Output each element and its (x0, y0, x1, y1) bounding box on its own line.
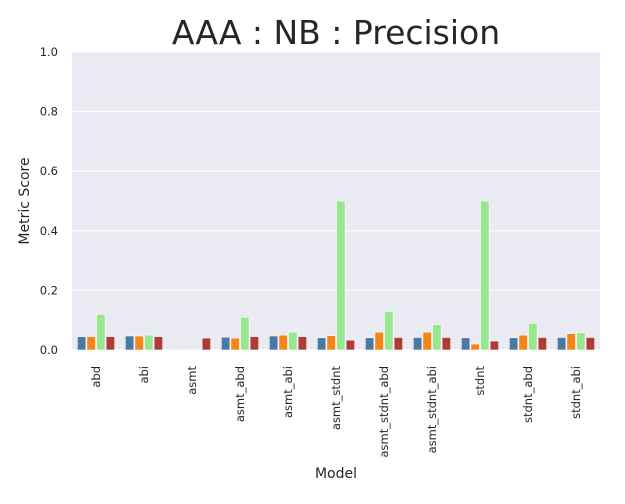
bar (480, 200, 490, 351)
bar (345, 339, 356, 351)
y-tick-labels: 0.0 0.2 0.4 0.6 0.8 1.0 (40, 45, 58, 357)
x-tick-label: abi (137, 366, 151, 384)
bar (134, 335, 144, 351)
x-tick-label: asmt_abi (281, 366, 295, 418)
y-tick-label: 0.6 (40, 164, 58, 178)
bar (336, 200, 346, 351)
bar (566, 333, 576, 351)
y-tick-label: 0.4 (40, 224, 58, 238)
bar (556, 337, 567, 351)
bar (230, 337, 240, 351)
x-tick-label: asmt_stdnt_abi (425, 366, 439, 453)
bar (86, 336, 96, 351)
bars (77, 200, 595, 351)
x-tick-label: asmt (185, 366, 199, 395)
x-tick-label: asmt_stdnt (329, 366, 343, 431)
x-tick-label: asmt_abd (233, 366, 247, 422)
bar (528, 322, 538, 351)
y-axis-label: Metric Score (17, 157, 33, 244)
bar (576, 332, 586, 351)
bar (412, 337, 423, 351)
y-tick-label: 0.0 (40, 343, 58, 357)
bar (240, 316, 250, 351)
x-tick-label: asmt_stdnt_abd (377, 366, 391, 458)
bar (316, 337, 327, 351)
bar (432, 324, 442, 351)
x-tick-label: stdnt (473, 366, 487, 396)
bar (249, 336, 260, 351)
bar (144, 334, 154, 351)
bar (201, 337, 212, 351)
bar (125, 335, 135, 351)
bar (393, 337, 404, 351)
plot-area (72, 52, 600, 350)
x-tick-label: abd (89, 366, 103, 388)
chart-title: AAA : NB : Precision (172, 13, 500, 52)
bar (537, 337, 547, 351)
x-axis-label: Model (315, 466, 357, 482)
bar (422, 331, 432, 351)
x-tick-label: stdnt_abd (521, 366, 535, 423)
bar (441, 337, 452, 351)
bar (278, 334, 288, 351)
bar (153, 336, 164, 351)
bar (508, 337, 519, 351)
bar (77, 336, 87, 351)
y-tick-label: 1.0 (40, 45, 58, 59)
y-tick-label: 0.2 (40, 283, 58, 297)
bar (297, 336, 308, 351)
bar (518, 334, 528, 351)
bar (326, 335, 336, 351)
bar (460, 337, 471, 351)
x-tick-labels: abd abi asmt asmt_abd asmt_abi asmt_stdnt asmt… (89, 366, 583, 458)
bar (374, 331, 384, 351)
bar (105, 336, 115, 351)
y-tick-label: 0.8 (40, 105, 58, 119)
bar (585, 337, 595, 351)
bar (268, 335, 279, 351)
bar (364, 337, 375, 351)
bar (489, 340, 500, 351)
bar (470, 343, 480, 351)
bar (288, 331, 298, 351)
bar (384, 310, 394, 351)
bar (221, 336, 231, 351)
bar (96, 313, 106, 351)
x-tick-label: stdnt_abi (569, 366, 583, 419)
